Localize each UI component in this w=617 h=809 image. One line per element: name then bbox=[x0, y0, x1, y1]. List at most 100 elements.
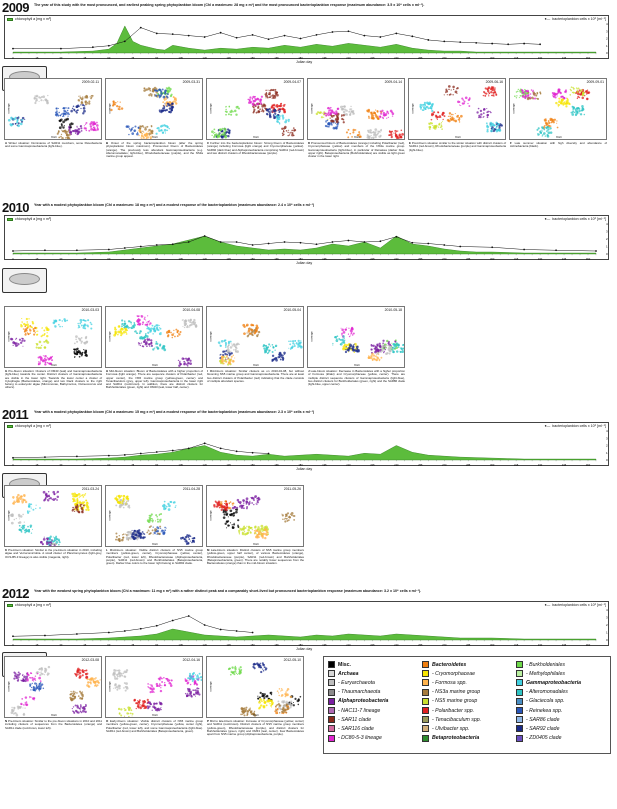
contig-point bbox=[345, 346, 347, 348]
contig-point bbox=[545, 125, 547, 127]
contig-point bbox=[116, 669, 119, 672]
contig-point bbox=[159, 327, 162, 330]
contig-point bbox=[55, 115, 57, 117]
contig-point bbox=[254, 496, 256, 498]
contig-point bbox=[572, 108, 574, 110]
scatter-svg bbox=[332, 326, 404, 362]
contig-point bbox=[332, 344, 334, 346]
year-label: 2010 bbox=[2, 200, 29, 215]
contig-point bbox=[495, 93, 497, 95]
contig-point bbox=[118, 105, 121, 109]
contig-point bbox=[39, 346, 42, 350]
contig-point bbox=[269, 96, 271, 99]
contig-point bbox=[241, 710, 244, 713]
contig-point bbox=[218, 506, 221, 509]
contig-point bbox=[140, 342, 143, 344]
chl-legend-label: chlorophyll a [mg x m³] bbox=[15, 17, 52, 21]
contig-point bbox=[83, 105, 86, 107]
contig-point bbox=[122, 672, 125, 675]
contig-point bbox=[162, 101, 165, 104]
contig-point bbox=[43, 536, 45, 538]
panel-letter: H bbox=[106, 369, 110, 373]
contig-point bbox=[175, 505, 177, 507]
contig-point bbox=[264, 525, 268, 529]
contig-point bbox=[543, 125, 546, 127]
contig-point bbox=[293, 134, 295, 137]
contig-point bbox=[56, 495, 60, 499]
contig-point bbox=[531, 96, 534, 100]
contig-point bbox=[377, 130, 379, 132]
contig-point bbox=[143, 89, 146, 92]
contig-point bbox=[49, 362, 53, 365]
panel-plot: 2012-04-16 coverage %GC bbox=[105, 656, 203, 718]
contig-point bbox=[284, 120, 287, 124]
contig-point bbox=[38, 690, 41, 692]
x-tick-label: 315 bbox=[514, 463, 519, 467]
contig-point bbox=[285, 119, 287, 121]
contig-point bbox=[117, 669, 121, 672]
contig-point bbox=[187, 694, 190, 697]
contig-point bbox=[47, 495, 49, 498]
contig-point bbox=[237, 529, 241, 533]
contig-point bbox=[138, 332, 141, 335]
contig-point bbox=[394, 339, 397, 342]
panel-date: 2010-03-03 bbox=[81, 308, 99, 312]
contig-point bbox=[29, 684, 32, 687]
contig-point bbox=[220, 353, 222, 356]
contig-point bbox=[271, 354, 275, 358]
contig-point bbox=[22, 673, 24, 675]
panel-date: 2010-05-04 bbox=[283, 308, 301, 312]
contig-point bbox=[262, 529, 265, 532]
contig-point bbox=[400, 129, 403, 132]
contig-point bbox=[120, 708, 123, 711]
contig-point bbox=[349, 113, 352, 117]
bacterioplankton-point bbox=[299, 37, 302, 40]
contig-point bbox=[60, 135, 62, 138]
contig-point bbox=[48, 495, 51, 498]
contig-point bbox=[486, 108, 488, 110]
panel-xlabel: %GC bbox=[152, 543, 158, 546]
contig-point bbox=[132, 126, 134, 129]
contig-point bbox=[249, 96, 252, 99]
contig-point bbox=[277, 110, 280, 112]
contig-point bbox=[237, 673, 239, 676]
scatter-svg bbox=[110, 86, 178, 139]
contig-point bbox=[271, 97, 273, 99]
x-tick-label: 345 bbox=[562, 463, 567, 467]
contig-point bbox=[152, 526, 154, 528]
contig-point bbox=[248, 504, 250, 506]
contig-point bbox=[320, 116, 324, 119]
panel-xlabel: %GC bbox=[51, 543, 57, 546]
contig-point bbox=[334, 118, 337, 121]
contig-point bbox=[570, 86, 573, 88]
contig-point bbox=[27, 674, 30, 677]
contig-point bbox=[246, 332, 248, 334]
contig-point bbox=[526, 94, 530, 97]
contig-point bbox=[146, 519, 150, 522]
contig-point bbox=[286, 512, 290, 515]
contig-point bbox=[131, 327, 133, 329]
contig-point bbox=[353, 351, 356, 353]
contig-point bbox=[35, 94, 39, 98]
contig-point bbox=[282, 702, 285, 704]
contig-point bbox=[257, 110, 260, 113]
contig-point bbox=[268, 92, 271, 95]
contig-point bbox=[288, 347, 290, 349]
contig-point bbox=[21, 674, 24, 677]
contig-point bbox=[328, 114, 330, 117]
contig-point bbox=[83, 670, 86, 672]
y2-tick-label: 4 bbox=[606, 222, 608, 226]
contig-point bbox=[90, 97, 92, 100]
contig-point bbox=[546, 124, 548, 126]
contig-point bbox=[380, 136, 382, 138]
contig-point bbox=[65, 107, 67, 109]
contig-point bbox=[146, 136, 150, 139]
contig-point bbox=[259, 691, 262, 694]
x-tick-label: 300 bbox=[490, 463, 495, 467]
contig-point bbox=[239, 671, 242, 674]
contig-point bbox=[391, 346, 394, 349]
contig-point bbox=[349, 112, 352, 114]
contig-point bbox=[49, 544, 52, 546]
contig-point bbox=[141, 345, 144, 348]
contig-point bbox=[74, 695, 76, 698]
